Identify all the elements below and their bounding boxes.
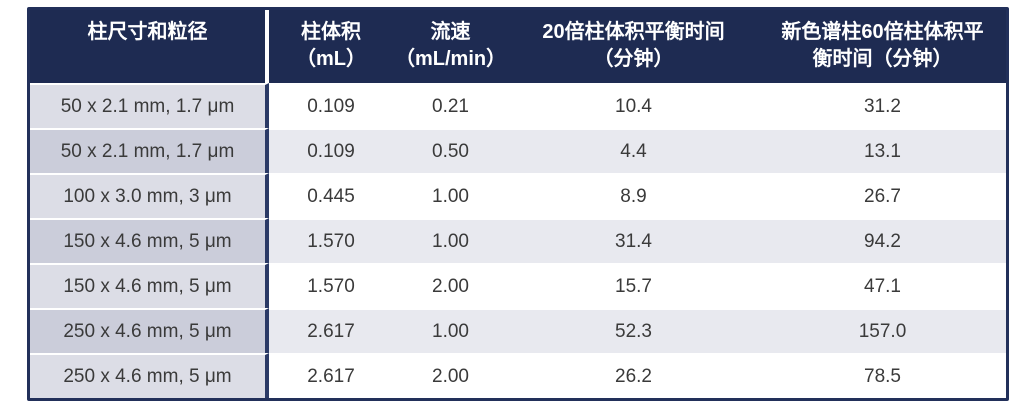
cell-volume: 2.617 xyxy=(269,353,393,398)
table-row: 100 x 3.0 mm, 3 μm 0.445 1.00 8.9 26.7 xyxy=(30,173,1006,218)
cell-flow: 2.00 xyxy=(393,263,508,308)
table-body: 50 x 2.1 mm, 1.7 μm 0.109 0.21 10.4 31.2 50 x… xyxy=(30,83,1006,398)
column-equilibration-table: 柱尺寸和粒径 柱体积 （mL） 流速 （mL/min） 20倍柱体积平衡时间 （… xyxy=(27,7,1009,401)
table-row: 250 x 4.6 mm, 5 μm 2.617 2.00 26.2 78.5 xyxy=(30,353,1006,398)
table-row: 50 x 2.1 mm, 1.7 μm 0.109 0.21 10.4 31.2 xyxy=(30,83,1006,128)
cell-flow: 2.00 xyxy=(393,353,508,398)
cell-t20: 52.3 xyxy=(508,308,759,353)
cell-volume: 2.617 xyxy=(269,308,393,353)
header-label: 柱尺寸和粒径 xyxy=(87,21,208,43)
cell-size: 250 x 4.6 mm, 5 μm xyxy=(30,353,269,398)
cell-flow: 1.00 xyxy=(393,218,508,263)
header-label: （mL） xyxy=(296,48,366,70)
cell-t20: 26.2 xyxy=(508,353,759,398)
cell-size: 50 x 2.1 mm, 1.7 μm xyxy=(30,128,269,173)
cell-t20: 10.4 xyxy=(508,83,759,128)
cell-t20: 15.7 xyxy=(508,263,759,308)
cell-t20: 8.9 xyxy=(508,173,759,218)
cell-t60: 31.2 xyxy=(759,83,1006,128)
cell-t60: 47.1 xyxy=(759,263,1006,308)
cell-size: 250 x 4.6 mm, 5 μm xyxy=(30,308,269,353)
header-row: 柱尺寸和粒径 柱体积 （mL） 流速 （mL/min） 20倍柱体积平衡时间 （… xyxy=(30,10,1006,83)
cell-flow: 1.00 xyxy=(393,173,508,218)
header-column-20x-equilibration-time: 20倍柱体积平衡时间 （分钟） xyxy=(508,10,759,83)
cell-flow: 1.00 xyxy=(393,308,508,353)
cell-t60: 78.5 xyxy=(759,353,1006,398)
table-row: 150 x 4.6 mm, 5 μm 1.570 1.00 31.4 94.2 xyxy=(30,218,1006,263)
cell-t60: 94.2 xyxy=(759,218,1006,263)
header-label: 衡时间（分钟） xyxy=(812,48,953,70)
header-label: （分钟） xyxy=(593,48,674,70)
table-row: 50 x 2.1 mm, 1.7 μm 0.109 0.50 4.4 13.1 xyxy=(30,128,1006,173)
header-column-size: 柱尺寸和粒径 xyxy=(30,10,269,83)
header-label: 新色谱柱60倍柱体积平 xyxy=(781,21,984,43)
cell-volume: 0.109 xyxy=(269,83,393,128)
cell-size: 150 x 4.6 mm, 5 μm xyxy=(30,263,269,308)
cell-flow: 0.50 xyxy=(393,128,508,173)
cell-t20: 4.4 xyxy=(508,128,759,173)
cell-t60: 13.1 xyxy=(759,128,1006,173)
cell-t60: 26.7 xyxy=(759,173,1006,218)
header-column-flow-rate: 流速 （mL/min） xyxy=(393,10,508,83)
header-label: 20倍柱体积平衡时间 xyxy=(542,21,725,43)
cell-size: 50 x 2.1 mm, 1.7 μm xyxy=(30,83,269,128)
cell-volume: 0.109 xyxy=(269,128,393,173)
cell-t60: 157.0 xyxy=(759,308,1006,353)
header-label: 流速 xyxy=(430,21,471,43)
cell-volume: 1.570 xyxy=(269,263,393,308)
table-row: 250 x 4.6 mm, 5 μm 2.617 1.00 52.3 157.0 xyxy=(30,308,1006,353)
cell-size: 150 x 4.6 mm, 5 μm xyxy=(30,218,269,263)
cell-volume: 0.445 xyxy=(269,173,393,218)
header-column-volume: 柱体积 （mL） xyxy=(269,10,393,83)
header-label: 柱体积 xyxy=(301,21,361,43)
cell-t20: 31.4 xyxy=(508,218,759,263)
cell-volume: 1.570 xyxy=(269,218,393,263)
header-column-60x-equilibration-time: 新色谱柱60倍柱体积平 衡时间（分钟） xyxy=(759,10,1006,83)
cell-size: 100 x 3.0 mm, 3 μm xyxy=(30,173,269,218)
table-row: 150 x 4.6 mm, 5 μm 1.570 2.00 15.7 47.1 xyxy=(30,263,1006,308)
cell-flow: 0.21 xyxy=(393,83,508,128)
header-label: （mL/min） xyxy=(395,48,507,70)
